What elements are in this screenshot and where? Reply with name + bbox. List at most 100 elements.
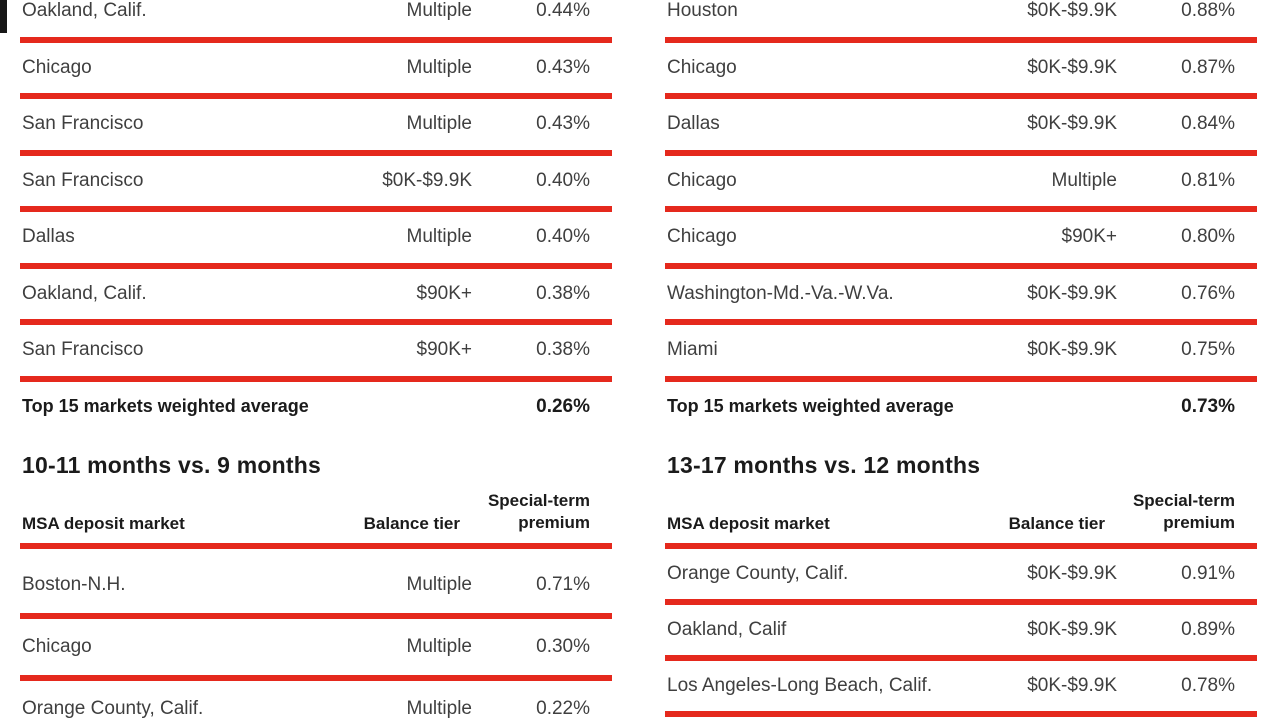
table-row: Orange County, Calif. Multiple 0.22%: [20, 681, 612, 720]
msa-market-cell: Orange County, Calif.: [667, 563, 849, 584]
premium-cell: 0.80%: [1181, 226, 1235, 248]
msa-market-cell: Chicago: [667, 169, 737, 191]
premium-cell: 0.30%: [536, 636, 590, 657]
column-header-market: MSA deposit market: [22, 514, 185, 533]
msa-market-cell: Oakland, Calif: [667, 619, 787, 640]
right-column: Houston $0K-$9.9K 0.88% Chicago $0K-$9.9…: [665, 0, 1257, 717]
table-row: Houston $0K-$9.9K 0.88%: [665, 0, 1257, 37]
red-divider: [20, 262, 612, 269]
balance-tier-cell: $90K+: [1061, 226, 1117, 248]
left-column: Oakland, Calif. Multiple 0.44% Chicago M…: [20, 0, 612, 720]
balance-tier-cell: Multiple: [406, 56, 472, 78]
balance-tier-cell: $0K-$9.9K: [1027, 675, 1117, 696]
premium-cell: 0.44%: [536, 0, 590, 22]
column-header-premium-line2: premium: [1163, 513, 1235, 532]
column-header-premium: Special-term premium: [1105, 490, 1235, 534]
red-divider: [665, 543, 1257, 549]
table-top-right: Houston $0K-$9.9K 0.88% Chicago $0K-$9.9…: [665, 0, 1257, 432]
column-header-premium: Special-term premium: [460, 490, 590, 534]
premium-cell: 0.91%: [1181, 563, 1235, 584]
red-divider: [665, 262, 1257, 269]
balance-tier-cell: $0K-$9.9K: [1027, 282, 1117, 304]
table-row: Miami $0K-$9.9K 0.75%: [665, 325, 1257, 376]
balance-tier-cell: $0K-$9.9K: [1027, 56, 1117, 78]
msa-market-cell: Chicago: [22, 636, 92, 657]
red-divider: [665, 375, 1257, 382]
red-divider: [20, 206, 612, 212]
premium-cell: 0.40%: [536, 169, 590, 191]
msa-market-cell: Washington-Md.-Va.-W.Va.: [667, 282, 894, 304]
table-row: Chicago Multiple 0.30%: [20, 619, 612, 675]
total-row: Top 15 markets weighted average 0.73%: [665, 382, 1257, 433]
red-divider: [665, 206, 1257, 212]
premium-cell: 0.43%: [536, 56, 590, 78]
total-label: Top 15 markets weighted average: [22, 396, 309, 417]
premium-cell: 0.84%: [1181, 113, 1235, 135]
msa-market-cell: Dallas: [667, 113, 720, 135]
msa-market-cell: San Francisco: [22, 169, 144, 191]
table-row: Chicago Multiple 0.81%: [665, 156, 1257, 207]
balance-tier-cell: Multiple: [406, 226, 472, 248]
msa-market-cell: San Francisco: [22, 113, 144, 135]
column-header-tier: Balance tier: [363, 514, 460, 533]
red-divider: [665, 599, 1257, 605]
balance-tier-cell: $0K-$9.9K: [382, 169, 472, 191]
table-bottom-right: Orange County, Calif. $0K-$9.9K 0.91% Oa…: [665, 549, 1257, 717]
premium-cell: 0.89%: [1181, 619, 1235, 640]
balance-tier-cell: $90K+: [416, 339, 472, 361]
red-divider: [665, 149, 1257, 156]
red-divider: [665, 711, 1257, 717]
msa-market-cell: Chicago: [667, 226, 737, 248]
premium-cell: 0.38%: [536, 339, 590, 361]
table-row: Los Angeles-Long Beach, Calif. $0K-$9.9K…: [665, 661, 1257, 711]
table-row: San Francisco Multiple 0.43%: [20, 99, 612, 150]
red-divider: [20, 675, 612, 681]
balance-tier-cell: $0K-$9.9K: [1027, 0, 1117, 22]
msa-market-cell: Miami: [667, 339, 718, 361]
column-header-premium-line1: Special-term: [487, 491, 590, 510]
msa-market-cell: San Francisco: [22, 339, 144, 361]
premium-cell: 0.71%: [536, 574, 590, 595]
table-row: Chicago Multiple 0.43%: [20, 43, 612, 94]
balance-tier-cell: Multiple: [406, 0, 472, 22]
section-heading: 13-17 months vs. 12 months: [667, 452, 981, 478]
msa-market-cell: Orange County, Calif.: [22, 698, 204, 719]
balance-tier-cell: $0K-$9.9K: [1027, 339, 1117, 361]
balance-tier-cell: Multiple: [406, 113, 472, 135]
msa-market-cell: Houston: [667, 0, 738, 22]
msa-market-cell: Boston-N.H.: [22, 574, 126, 595]
red-divider: [20, 93, 612, 99]
msa-market-cell: Oakland, Calif.: [22, 0, 147, 22]
table-row: Oakland, Calif $0K-$9.9K 0.89%: [665, 605, 1257, 655]
column-headers: MSA deposit market Balance tier Special-…: [20, 490, 612, 543]
red-divider: [20, 375, 612, 382]
table-row: San Francisco $0K-$9.9K 0.40%: [20, 156, 612, 207]
premium-cell: 0.88%: [1181, 0, 1235, 22]
balance-tier-cell: $0K-$9.9K: [1027, 619, 1117, 640]
balance-tier-cell: Multiple: [406, 636, 472, 657]
balance-tier-cell: Multiple: [406, 698, 472, 719]
column-header-market: MSA deposit market: [667, 514, 830, 533]
premium-cell: 0.78%: [1181, 675, 1235, 696]
red-divider: [665, 36, 1257, 43]
table-row: Oakland, Calif. $90K+ 0.38%: [20, 269, 612, 320]
red-divider: [665, 319, 1257, 325]
balance-tier-cell: $90K+: [416, 282, 472, 304]
total-premium-value: 0.73%: [1181, 395, 1235, 417]
table-row: Chicago $90K+ 0.80%: [665, 212, 1257, 263]
total-label: Top 15 markets weighted average: [667, 396, 954, 417]
red-divider: [20, 613, 612, 619]
premium-cell: 0.43%: [536, 113, 590, 135]
premium-cell: 0.81%: [1181, 169, 1235, 191]
balance-tier-cell: $0K-$9.9K: [1027, 113, 1117, 135]
premium-cell: 0.40%: [536, 226, 590, 248]
msa-market-cell: Oakland, Calif.: [22, 282, 147, 304]
msa-market-cell: Chicago: [667, 56, 737, 78]
table-row: San Francisco $90K+ 0.38%: [20, 325, 612, 376]
balance-tier-cell: Multiple: [406, 574, 472, 595]
balance-tier-cell: $0K-$9.9K: [1027, 563, 1117, 584]
column-header-premium-line2: premium: [518, 513, 590, 532]
total-premium-value: 0.26%: [536, 395, 590, 417]
premium-cell: 0.87%: [1181, 56, 1235, 78]
